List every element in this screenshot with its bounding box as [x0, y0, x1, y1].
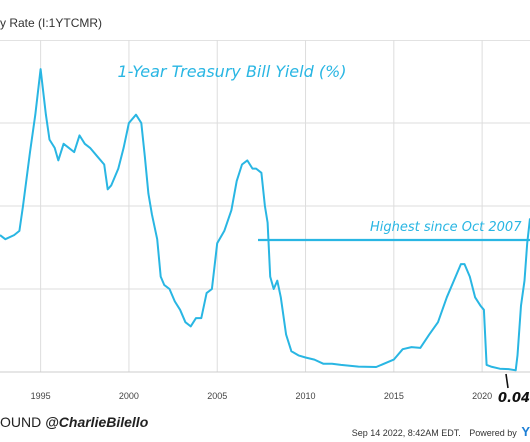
footer-meta: Sep 14 2022, 8:42AM EDT. Powered by Y — [352, 424, 530, 439]
grid-lines — [0, 40, 530, 373]
x-axis-ticks: 1995 2000 2005 2010 2015 2020 — [31, 391, 493, 401]
x-tick-label: 2000 — [119, 391, 139, 401]
brand-logo[interactable]: Y — [521, 424, 530, 439]
x-tick-label: 1995 — [31, 391, 51, 401]
footer-credit: OUND @CharlieBilello — [0, 414, 148, 430]
low-marker-tick — [505, 373, 509, 389]
x-tick-label: 2015 — [384, 391, 404, 401]
x-tick-label: 2005 — [207, 391, 227, 401]
footer-powered: Powered by — [469, 428, 517, 438]
chart-title: 1-Year Treasury Bill Yield (%) — [117, 62, 346, 81]
series-layer — [0, 68, 530, 372]
series-line — [0, 68, 530, 372]
x-tick-label: 2020 — [472, 391, 492, 401]
x-tick-label: 2010 — [296, 391, 316, 401]
footer-source: OUND — [0, 414, 42, 430]
highest-since-annotation: Highest since Oct 2007 — [370, 220, 522, 235]
header-divider — [0, 40, 530, 41]
footer-handle: @CharlieBilello — [45, 414, 149, 430]
footer-timestamp: Sep 14 2022, 8:42AM EDT. — [351, 428, 461, 438]
header-title: y Rate (I:1YTCMR) — [0, 16, 103, 30]
low-value-annotation: 0.04 — [498, 391, 530, 406]
